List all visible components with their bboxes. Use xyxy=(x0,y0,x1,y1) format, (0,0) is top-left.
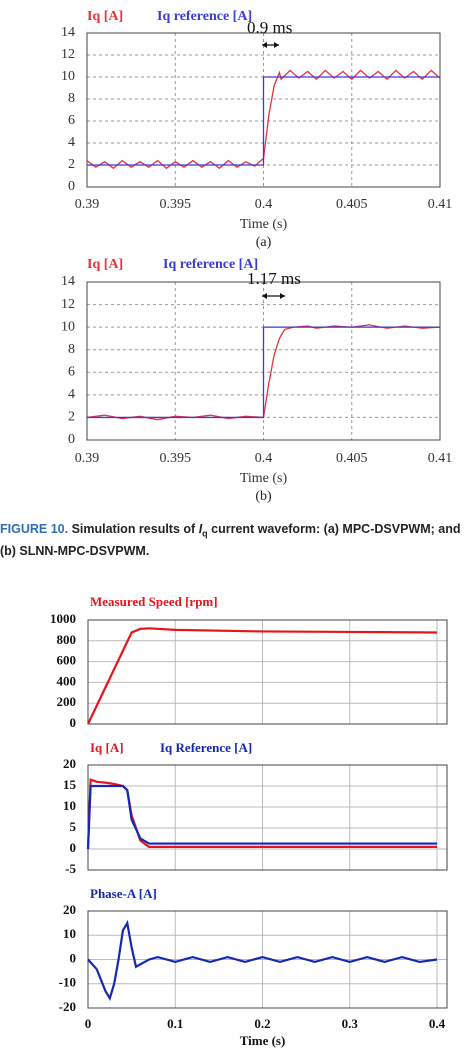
subfigure-caption: (b) xyxy=(255,489,272,504)
series-line xyxy=(87,76,440,166)
y-tick-label: 10 xyxy=(63,798,76,813)
series-line xyxy=(86,69,441,170)
y-tick-label: 12 xyxy=(61,297,75,312)
caption-label: FIGURE 10. xyxy=(0,522,69,536)
y-tick-label: 10 xyxy=(61,319,75,334)
legend-entry: Iq [A] xyxy=(90,740,124,755)
caption-rest: current waveform: (a) MPC-DSVPWM; and (b… xyxy=(0,522,461,558)
y-tick-label: 200 xyxy=(57,694,77,709)
y-tick-label: -5 xyxy=(65,861,76,876)
legend-entry: Measured Speed [rpm] xyxy=(90,594,218,609)
x-tick-label: 0.4 xyxy=(255,451,273,466)
y-tick-label: 4 xyxy=(68,135,75,150)
series-line xyxy=(87,920,438,1002)
plot-frame xyxy=(87,619,448,725)
x-tick-label: 0.405 xyxy=(336,197,368,212)
y-tick-label: 6 xyxy=(68,113,75,128)
y-tick-label: 12 xyxy=(61,47,75,62)
y-tick-label: 15 xyxy=(63,777,77,792)
legend-entry: Iq [A] xyxy=(87,257,123,272)
y-tick-label: 0 xyxy=(70,715,77,730)
y-tick-label: 0 xyxy=(70,840,77,855)
x-tick-label: 0.39 xyxy=(75,451,100,466)
legend-entry: Iq Reference [A] xyxy=(160,740,252,755)
y-tick-label: 2 xyxy=(68,410,75,425)
x-tick-label: 0 xyxy=(85,1016,92,1031)
y-tick-label: -10 xyxy=(59,975,76,990)
caption-symbol: I xyxy=(198,522,203,536)
legend-entry: Phase-A [A] xyxy=(90,886,157,901)
plot-area xyxy=(87,619,448,725)
x-tick-label: 0.4 xyxy=(255,197,273,212)
y-tick-label: 0 xyxy=(68,432,75,447)
legend-entry: Iq reference [A] xyxy=(163,257,258,272)
y-tick-label: 400 xyxy=(57,673,77,688)
x-axis-label: Time (s) xyxy=(240,1033,286,1048)
y-tick-label: 8 xyxy=(68,91,75,106)
y-tick-label: 14 xyxy=(61,274,75,289)
y-tick-label: -20 xyxy=(59,999,76,1014)
y-tick-label: 20 xyxy=(63,756,76,771)
legend-entry: Iq reference [A] xyxy=(157,9,252,24)
y-tick-label: 2 xyxy=(68,157,75,172)
plot-frame xyxy=(86,281,441,441)
x-tick-label: 0.395 xyxy=(160,197,192,212)
series-line xyxy=(87,326,440,419)
caption-text: Simulation results of xyxy=(71,522,196,536)
annotation: 0.9 ms xyxy=(247,18,292,37)
y-tick-label: 6 xyxy=(68,365,75,380)
x-tick-label: 0.41 xyxy=(428,451,453,466)
x-axis-label: Time (s) xyxy=(240,217,288,232)
subfigure-caption: (a) xyxy=(256,235,272,250)
y-tick-label: 10 xyxy=(61,69,75,84)
y-tick-label: 1000 xyxy=(50,611,76,626)
caption-subscript: q xyxy=(202,528,208,539)
series-line xyxy=(86,784,437,850)
legend-entry: Iq [A] xyxy=(87,9,123,24)
x-tick-label: 0.395 xyxy=(160,451,192,466)
arrow-head xyxy=(262,42,279,48)
x-tick-label: 0.41 xyxy=(428,197,453,212)
y-tick-label: 4 xyxy=(68,387,75,402)
plot-area xyxy=(87,764,448,871)
x-tick-label: 0.3 xyxy=(342,1016,359,1031)
y-tick-label: 0 xyxy=(70,950,77,965)
x-tick-label: 0.1 xyxy=(167,1016,183,1031)
x-tick-label: 0.4 xyxy=(429,1016,446,1031)
y-tick-label: 800 xyxy=(57,632,77,647)
series-line xyxy=(86,324,441,421)
annotation: 1.17 ms xyxy=(247,269,301,288)
figure-caption: FIGURE 10. Simulation results of Iq curr… xyxy=(0,521,474,560)
y-tick-label: 0 xyxy=(68,179,75,194)
arrow-head xyxy=(262,293,285,299)
x-tick-label: 0.405 xyxy=(336,451,368,466)
x-tick-label: 0.39 xyxy=(75,197,100,212)
plot-frame xyxy=(86,32,441,188)
x-axis-label: Time (s) xyxy=(240,471,288,486)
y-tick-label: 20 xyxy=(63,902,76,917)
y-tick-label: 14 xyxy=(61,25,75,40)
y-tick-label: 8 xyxy=(68,342,75,357)
series-line xyxy=(87,627,438,725)
y-tick-label: 5 xyxy=(70,819,77,834)
plot-frame xyxy=(87,764,448,871)
x-tick-label: 0.2 xyxy=(254,1016,270,1031)
y-tick-label: 10 xyxy=(63,926,76,941)
y-tick-label: 600 xyxy=(57,653,77,668)
